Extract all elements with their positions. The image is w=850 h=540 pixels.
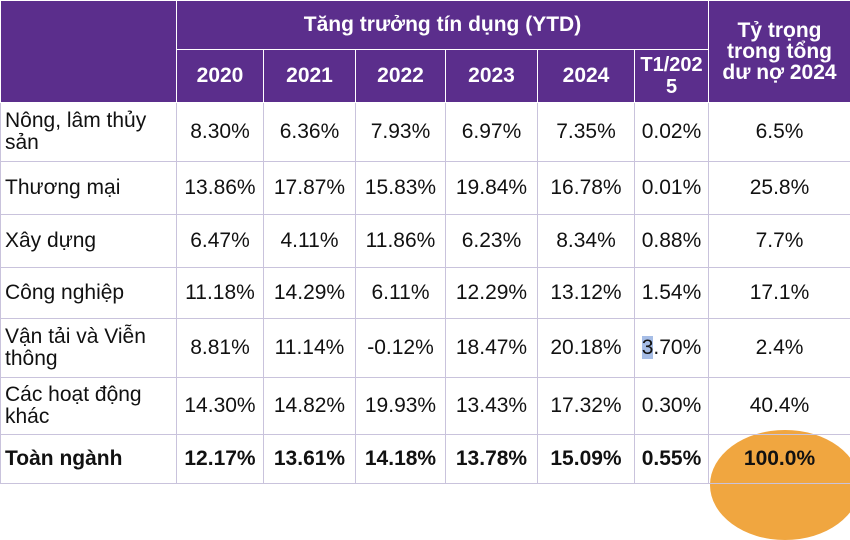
growth-cell: 11.18% — [177, 268, 264, 319]
total-growth-cell: 12.17% — [177, 435, 264, 484]
total-growth-cell: 13.78% — [446, 435, 538, 484]
table-row: Công nghiệp 11.18% 14.29% 6.11% 12.29% 1… — [1, 268, 850, 319]
header-year: 2020 — [177, 50, 264, 103]
share-cell: 40.4% — [709, 378, 850, 435]
growth-cell: 6.47% — [177, 215, 264, 268]
growth-cell: 8.30% — [177, 103, 264, 162]
growth-cell: 15.83% — [356, 162, 446, 215]
growth-cell: 12.29% — [446, 268, 538, 319]
share-cell: 17.1% — [709, 268, 850, 319]
growth-cell: 1.54% — [635, 268, 709, 319]
total-row: Toàn ngành 12.17% 13.61% 14.18% 13.78% 1… — [1, 435, 850, 484]
header-year: 2021 — [264, 50, 356, 103]
growth-cell: 20.18% — [538, 319, 635, 378]
growth-cell: 14.30% — [177, 378, 264, 435]
header-credit-growth: Tăng trưởng tín dụng (YTD) — [177, 1, 709, 50]
header-year: 2023 — [446, 50, 538, 103]
total-growth-cell: 13.61% — [264, 435, 356, 484]
growth-cell: 6.11% — [356, 268, 446, 319]
growth-cell: 6.97% — [446, 103, 538, 162]
growth-cell: 11.86% — [356, 215, 446, 268]
credit-growth-table: Tăng trưởng tín dụng (YTD) Tỷ trọng tron… — [0, 0, 850, 484]
row-label: Nông, lâm thủy sản — [1, 103, 177, 162]
growth-cell-highlighted: 3.70% — [635, 319, 709, 378]
share-cell: 2.4% — [709, 319, 850, 378]
growth-cell: 7.93% — [356, 103, 446, 162]
growth-cell: 19.84% — [446, 162, 538, 215]
row-label: Công nghiệp — [1, 268, 177, 319]
table-row: Xây dựng 6.47% 4.11% 11.86% 6.23% 8.34% … — [1, 215, 850, 268]
growth-cell: 13.12% — [538, 268, 635, 319]
share-cell: 25.8% — [709, 162, 850, 215]
total-share-cell: 100.0% — [709, 435, 850, 484]
total-label: Toàn ngành — [1, 435, 177, 484]
header-period-t1-2025: T1/2025 — [635, 50, 709, 103]
growth-value-rest: .70% — [653, 336, 701, 359]
header-year: 2022 — [356, 50, 446, 103]
growth-cell: 13.86% — [177, 162, 264, 215]
share-cell: 6.5% — [709, 103, 850, 162]
growth-cell: 14.82% — [264, 378, 356, 435]
growth-cell: 14.29% — [264, 268, 356, 319]
growth-cell: 6.23% — [446, 215, 538, 268]
growth-cell: 0.88% — [635, 215, 709, 268]
total-growth-cell: 14.18% — [356, 435, 446, 484]
total-growth-cell: 15.09% — [538, 435, 635, 484]
table-row: Các hoạt động khác 14.30% 14.82% 19.93% … — [1, 378, 850, 435]
row-label: Các hoạt động khác — [1, 378, 177, 435]
growth-cell: 19.93% — [356, 378, 446, 435]
total-growth-cell: 0.55% — [635, 435, 709, 484]
row-label: Vận tải và Viễn thông — [1, 319, 177, 378]
growth-cell: 4.11% — [264, 215, 356, 268]
growth-cell: 0.02% — [635, 103, 709, 162]
header-year: 2024 — [538, 50, 635, 103]
growth-cell: 7.35% — [538, 103, 635, 162]
header-corner-cell — [1, 1, 177, 103]
growth-cell: 11.14% — [264, 319, 356, 378]
growth-cell: 0.01% — [635, 162, 709, 215]
growth-cell: 17.32% — [538, 378, 635, 435]
growth-cell: 8.81% — [177, 319, 264, 378]
growth-cell: 17.87% — [264, 162, 356, 215]
growth-cell: 13.43% — [446, 378, 538, 435]
share-cell: 7.7% — [709, 215, 850, 268]
growth-cell: 16.78% — [538, 162, 635, 215]
growth-cell: 0.30% — [635, 378, 709, 435]
table-row: Nông, lâm thủy sản 8.30% 6.36% 7.93% 6.9… — [1, 103, 850, 162]
row-label: Xây dựng — [1, 215, 177, 268]
text-selection-highlight: 3 — [642, 336, 654, 359]
header-share-of-debt: Tỷ trọng trong tổng dư nợ 2024 — [709, 1, 850, 103]
growth-cell: -0.12% — [356, 319, 446, 378]
growth-cell: 8.34% — [538, 215, 635, 268]
growth-cell: 18.47% — [446, 319, 538, 378]
table-row: Vận tải và Viễn thông 8.81% 11.14% -0.12… — [1, 319, 850, 378]
row-label: Thương mại — [1, 162, 177, 215]
growth-cell: 6.36% — [264, 103, 356, 162]
table-row: Thương mại 13.86% 17.87% 15.83% 19.84% 1… — [1, 162, 850, 215]
